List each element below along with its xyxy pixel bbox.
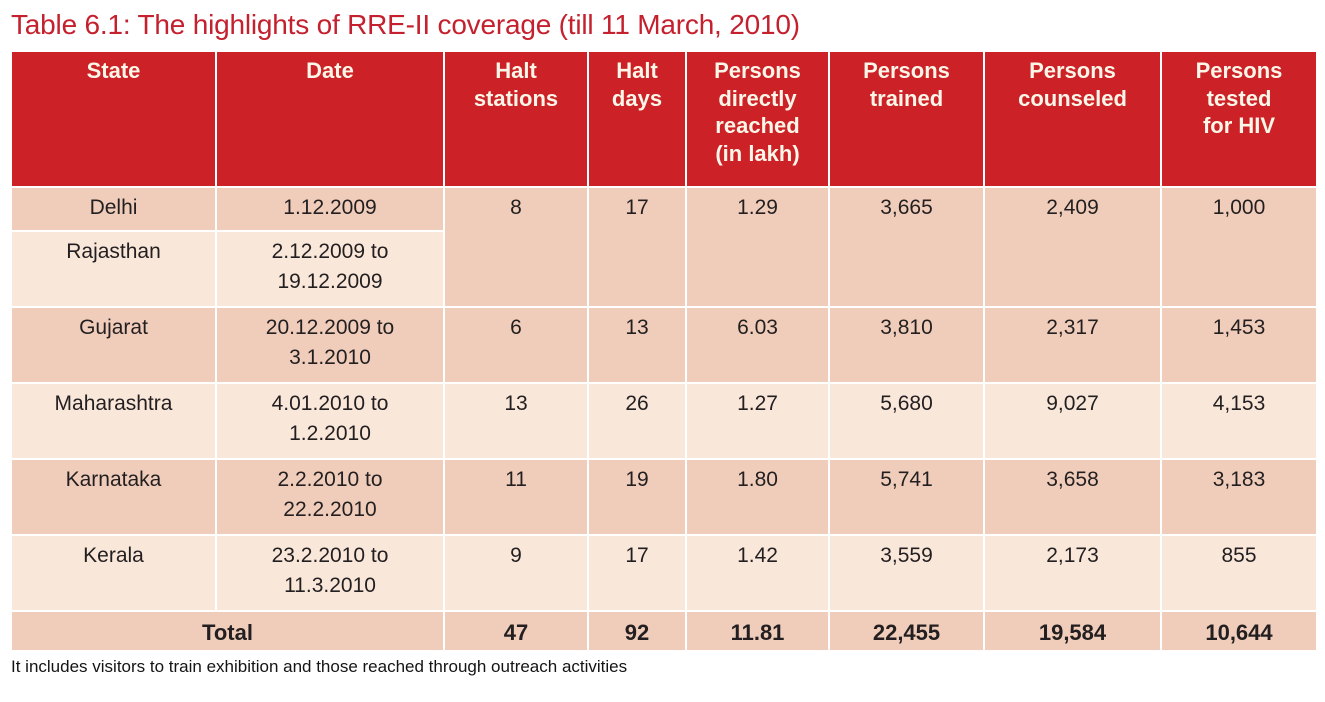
cell-halt-days: 17 [587, 534, 687, 613]
table-row-gujarat: Gujarat 20.12.2009 to 3.1.2010 6 13 6.03 … [10, 306, 1318, 385]
cell-date: 2.2.2010 to 22.2.2010 [215, 458, 445, 537]
cell-tested-hiv: 3,183 [1160, 458, 1318, 537]
col-header-halt-days: Halt days [587, 50, 687, 189]
cell-total-halt-stations: 47 [443, 610, 589, 653]
cell-counseled: 3,658 [983, 458, 1162, 537]
cell-counseled: 2,409 [983, 186, 1162, 309]
col-header-state: State [10, 50, 217, 189]
cell-directly-reached: 1.80 [685, 458, 830, 537]
cell-total-trained: 22,455 [828, 610, 985, 653]
cell-trained: 5,741 [828, 458, 985, 537]
cell-tested-hiv: 1,000 [1160, 186, 1318, 309]
cell-tested-hiv: 4,153 [1160, 382, 1318, 461]
cell-directly-reached: 1.29 [685, 186, 830, 309]
cell-state: Maharashtra [10, 382, 217, 461]
table-title: Table 6.1: The highlights of RRE-II cove… [11, 9, 800, 40]
col-header-counseled: Persons counseled [983, 50, 1162, 189]
cell-tested-hiv: 855 [1160, 534, 1318, 613]
cell-directly-reached: 1.42 [685, 534, 830, 613]
cell-total-label: Total [10, 610, 445, 653]
table-row-kerala: Kerala 23.2.2010 to 11.3.2010 9 17 1.42 3… [10, 534, 1318, 613]
cell-halt-stations: 11 [443, 458, 589, 537]
cell-state: Gujarat [10, 306, 217, 385]
cell-halt-stations: 6 [443, 306, 589, 385]
cell-trained: 3,810 [828, 306, 985, 385]
table-footnote: It includes visitors to train exhibition… [11, 657, 628, 677]
cell-halt-stations: 8 [443, 186, 589, 309]
cell-halt-stations: 13 [443, 382, 589, 461]
cell-halt-days: 13 [587, 306, 687, 385]
table-row-delhi: Delhi 1.12.2009 8 17 1.29 3,665 2,409 1,… [10, 186, 1318, 309]
cell-state: Karnataka [10, 458, 217, 537]
cell-counseled: 9,027 [983, 382, 1162, 461]
table-row-rajasthan: Rajasthan 2.12.2009 to 19.12.2009 [10, 230, 1317, 309]
cell-trained: 3,665 [828, 186, 985, 309]
cell-halt-days: 17 [587, 186, 687, 309]
cell-date: 1.12.2009 [215, 186, 445, 233]
cell-date: 20.12.2009 to 3.1.2010 [215, 306, 445, 385]
cell-halt-days: 19 [587, 458, 687, 537]
cell-state: Kerala [10, 534, 217, 613]
cell-trained: 3,559 [828, 534, 985, 613]
cell-state: Delhi [10, 186, 217, 233]
col-header-tested-hiv: Persons tested for HIV [1160, 50, 1318, 189]
cell-directly-reached: 6.03 [685, 306, 830, 385]
cell-counseled: 2,173 [983, 534, 1162, 613]
cell-date: 23.2.2010 to 11.3.2010 [215, 534, 445, 613]
cell-date: 2.12.2009 to 19.12.2009 [215, 230, 445, 309]
cell-state: Rajasthan [10, 230, 217, 309]
cell-counseled: 2,317 [983, 306, 1162, 385]
col-header-halt-stations: Halt stations [443, 50, 589, 189]
table-row-total: Total 47 92 11.81 22,455 19,584 10,644 [10, 610, 1318, 653]
cell-date: 4.01.2010 to 1.2.2010 [215, 382, 445, 461]
cell-total-directly-reached: 11.81 [685, 610, 830, 653]
table-row-karnataka: Karnataka 2.2.2010 to 22.2.2010 11 19 1.8… [10, 458, 1318, 537]
table-header: State Date Halt stations Halt days Persons… [10, 50, 1318, 189]
cell-trained: 5,680 [828, 382, 985, 461]
cell-total-counseled: 19,584 [983, 610, 1162, 653]
cell-total-tested-hiv: 10,644 [1160, 610, 1318, 653]
rre-coverage-table: State Date Halt stations Halt days Persons… [10, 50, 1318, 653]
cell-total-halt-days: 92 [587, 610, 687, 653]
col-header-directly-reached: Persons directly reached (in lakh) [685, 50, 830, 189]
cell-halt-days: 26 [587, 382, 687, 461]
col-header-trained: Persons trained [828, 50, 985, 189]
cell-tested-hiv: 1,453 [1160, 306, 1318, 385]
cell-halt-stations: 9 [443, 534, 589, 613]
cell-directly-reached: 1.27 [685, 382, 830, 461]
col-header-date: Date [215, 50, 445, 189]
table-row-maharashtra: Maharashtra 4.01.2010 to 1.2.2010 13 26 1… [10, 382, 1318, 461]
